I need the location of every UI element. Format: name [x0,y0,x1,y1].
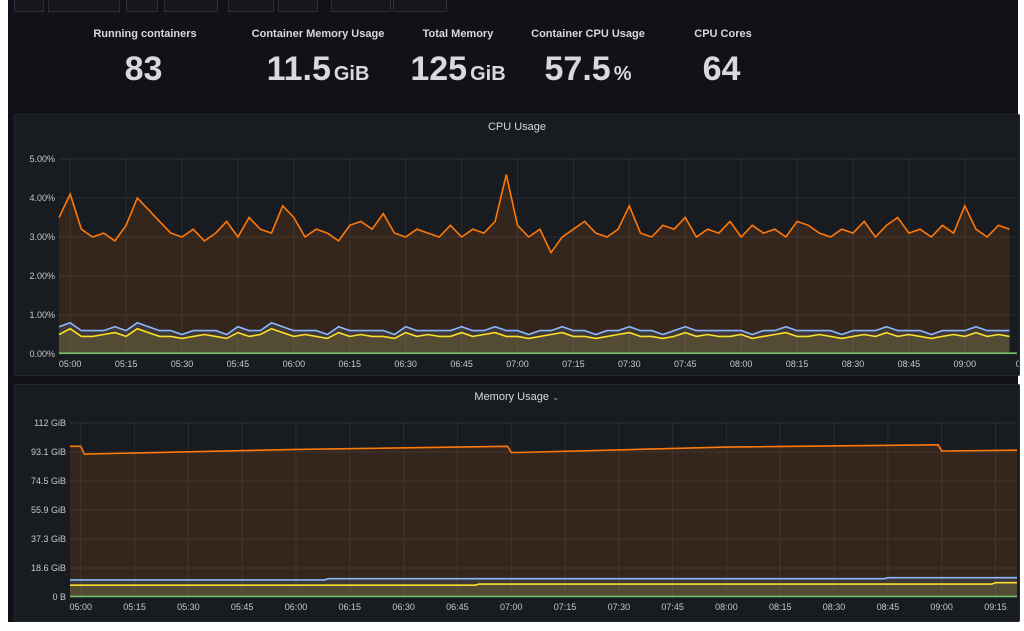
x-tick-label: 07:30 [608,602,631,612]
y-tick-label: 3.00% [29,232,55,242]
y-tick-label: 93.1 GiB [31,447,66,457]
x-tick-label: 07:45 [674,359,697,369]
stat-running-containers: Running containers 83 [80,28,210,89]
x-tick-label: 08:00 [730,359,753,369]
series-area-orange [59,174,1010,354]
stat-cpu-cores: CPU Cores 64 [673,28,773,89]
series-area-orange [70,444,1017,597]
series-area-blue [70,577,1017,597]
dashboard: Running containers 83 Container Memory U… [8,0,1020,622]
x-tick-label: 05:30 [171,359,194,369]
stat-unit: GiB [470,63,506,85]
series-line-orange [58,174,1010,255]
y-tick-label: 1.00% [29,310,55,320]
chevron-down-icon[interactable]: ⌄ [552,392,560,402]
panel-title[interactable]: Memory Usage ⌄ [15,391,1019,403]
x-tick-label: 06:45 [450,359,473,369]
x-tick-label: 08:15 [786,359,809,369]
x-tick-label: 05:30 [177,602,200,612]
x-tick-label: 09:00 [954,359,977,369]
stat-value: 11.5 [266,50,331,88]
x-tick-label: 07:30 [618,359,641,369]
x-tick-label: 06:15 [338,359,361,369]
x-tick-label: 07:15 [562,359,585,369]
series-area-blue [59,322,1010,354]
y-tick-label: 4.00% [29,193,55,203]
stat-unit: GiB [333,63,370,85]
stat-title: CPU Cores [694,28,752,40]
series-area-yellow [70,582,1017,597]
stat-title: Running containers [93,28,197,40]
series-line-blue [58,321,1010,336]
x-tick-label: 09:15 [984,602,1007,612]
x-tick-label: 08:30 [842,359,865,369]
y-tick-label: 0 B [52,592,66,602]
toolbar-button[interactable] [278,0,318,12]
series-line-orange [70,443,1018,455]
toolbar-button[interactable] [14,0,44,12]
x-tick-label: 09:00 [930,602,953,612]
x-tick-label: 06:30 [394,359,417,369]
stat-container-memory: Container Memory Usage 11.5 GiB [248,28,388,89]
memory-usage-panel: Memory Usage ⌄ 0 B 18.6 GiB 37.3 GiB 55.9 G… [14,384,1020,622]
x-tick-label: 05:00 [59,359,82,369]
stat-value: 125 [410,50,468,88]
toolbar-button[interactable] [164,0,218,12]
stat-container-cpu: Container CPU Usage 57.5% [523,28,653,89]
x-tick-label: 07:00 [506,359,529,369]
stat-value: 64 [702,50,741,88]
y-tick-label: 55.9 GiB [31,505,66,515]
stat-title: Total Memory [422,28,494,40]
panel-title-text: Memory Usage [474,391,549,403]
x-tick-label: 08:45 [877,602,900,612]
series-line-blue [70,576,1017,581]
x-tick-label: 06:30 [392,602,415,612]
x-tick-label: 05:45 [231,602,254,612]
x-tick-label: 05:15 [115,359,138,369]
x-tick-label: 07:45 [661,602,684,612]
cpu-usage-panel: CPU Usage 0.00% 1.00% 2.00% 3.00% 4.00% 5.00%… [14,114,1020,376]
x-tick-label: 05:00 [69,602,92,612]
toolbar-button[interactable] [126,0,158,12]
stat-total-memory: Total Memory 125 GiB [403,28,513,89]
x-tick-label: 07:00 [500,602,523,612]
y-tick-label: 74.5 GiB [31,476,66,486]
x-tick-label: 06:00 [285,602,308,612]
x-tick-label: 08:30 [823,602,846,612]
stat-value: 83 [124,50,163,88]
toolbar-button[interactable] [393,0,447,12]
y-tick-label: 5.00% [29,154,55,164]
stat-unit: % [613,63,632,85]
series-line-yellow [58,327,1010,340]
y-tick-label: 112 GiB [34,418,66,428]
toolbar-button[interactable] [48,0,120,12]
toolbar-button[interactable] [331,0,391,12]
x-tick-label: 05:45 [227,359,250,369]
x-tick-label: 05:15 [123,602,146,612]
memory-usage-chart: 0 B 18.6 GiB 37.3 GiB 55.9 GiB 74.5 GiB 93.1 … [31,418,1018,612]
x-tick-label: 06:45 [446,602,469,612]
panel-title[interactable]: CPU Usage [487,121,547,133]
y-tick-label: 37.3 GiB [31,534,66,544]
cpu-usage-chart: 0.00% 1.00% 2.00% 3.00% 4.00% 5.00% 05:00 05:15… [29,154,1019,369]
x-tick-label: 08:15 [769,602,792,612]
series-line-yellow [70,581,1017,586]
toolbar-button[interactable] [228,0,274,12]
y-tick-label: 2.00% [29,271,55,281]
stat-value: 57.5 [544,50,611,88]
x-tick-label: 08:00 [715,602,738,612]
x-tick-label: 07:15 [554,602,577,612]
y-tick-label: 0.00% [29,349,55,359]
stat-title: Container CPU Usage [531,28,645,40]
x-tick-label: 06:15 [339,602,362,612]
x-tick-label: 08:45 [898,359,921,369]
x-tick-label: 06:00 [283,359,306,369]
stat-title: Container Memory Usage [251,28,385,40]
y-tick-label: 18.6 GiB [31,563,66,573]
x-tick-label: 09 [1016,359,1019,369]
